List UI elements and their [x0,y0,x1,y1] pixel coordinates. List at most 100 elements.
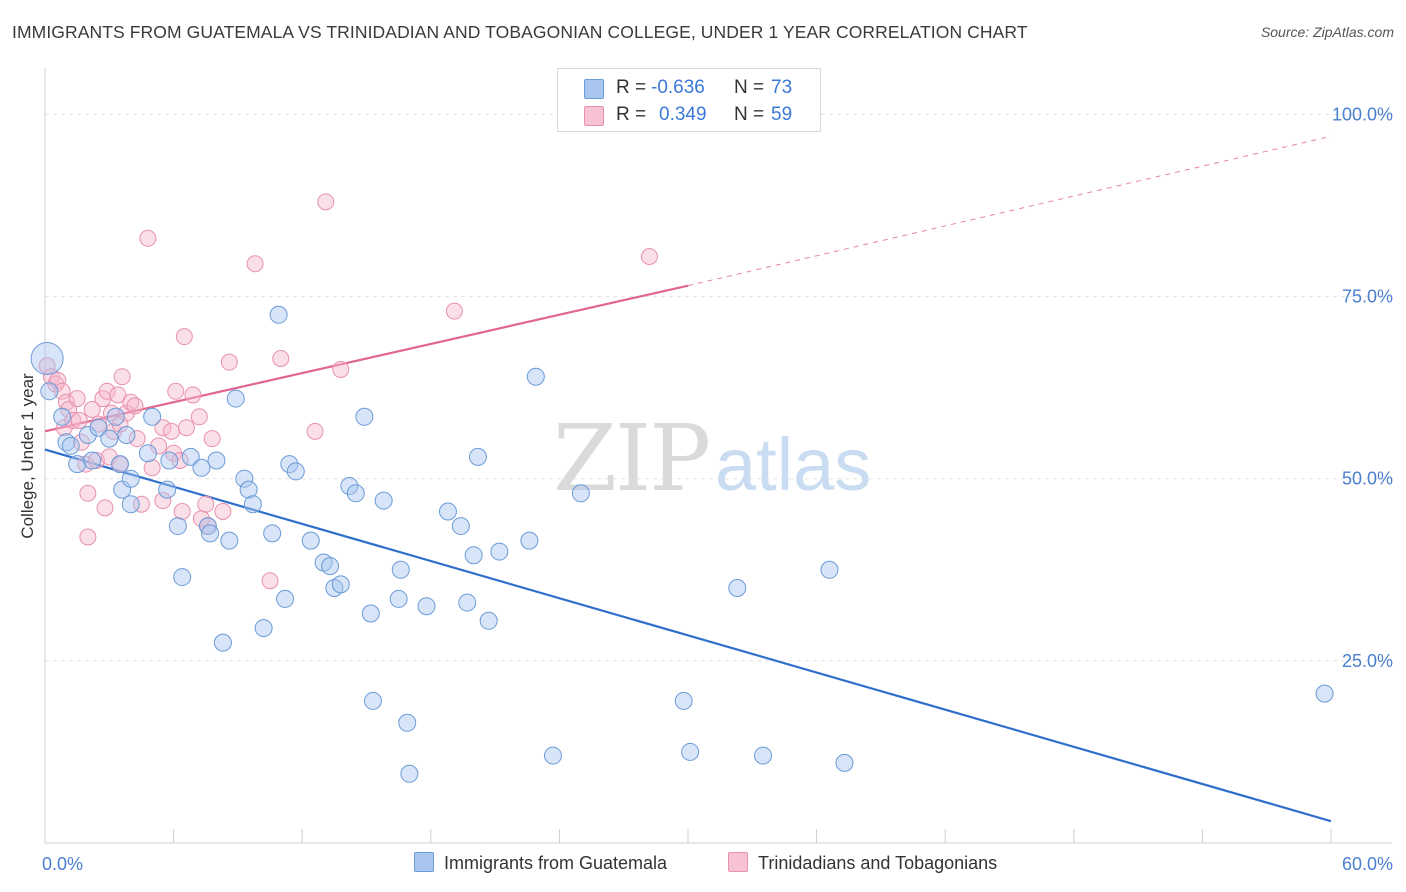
guatemala-point-47 [361,604,380,623]
trinidadians-point-24 [109,386,127,404]
tick-labels: 25.0% 50.0% 75.0% 100.0% 0.0% 60.0% [42,104,1393,874]
x-tick-label-0: 0.0% [42,854,83,874]
guatemala-point-33 [254,619,273,638]
guatemala-point-66 [674,691,693,710]
guatemala-point-0 [30,342,64,375]
guatemala-point-51 [391,560,410,579]
trinidadians-point-43 [175,328,193,346]
guatemala-point-24 [198,517,217,536]
guatemala-point-60 [479,611,498,630]
bottom-legend-swatch-trinidadians [728,852,748,872]
guatemala-point-20 [168,517,187,536]
guatemala-point-22 [181,447,200,466]
legend-r-value-guatemala: -0.636 [651,77,705,98]
watermark-atlas: atlas [715,423,871,506]
legend-n-label: N = [734,77,765,98]
trinidadians-point-55 [272,350,290,367]
trinidadians-point-41 [171,452,189,469]
guatemala-point-29 [226,389,245,408]
trinidadians-point-37 [154,419,172,437]
guatemala-point-46 [355,407,374,426]
legend-n-value-trinidadians: 59 [771,104,793,125]
guatemala-point-49 [374,491,393,510]
trinidadians-point-33 [139,229,157,247]
trinidadians-point-30 [126,397,144,415]
trinidadians-point-51 [214,503,232,520]
source-credit: Source: ZipAtlas.com [1260,24,1394,40]
trinidadians-point-60 [640,248,658,265]
legend-row-guatemala: R = -0.636 N = 73 [558,75,820,101]
guatemala-point-61 [490,542,509,561]
trinidadians-trend-line [44,284,689,433]
guatemala-point-57 [458,593,477,612]
guatemala-point-11 [111,455,130,474]
trinidadians-point-35 [150,437,168,455]
guatemala-point-30 [235,469,254,488]
trinidadians-point-52 [220,353,238,371]
legend-r-label: R = [616,77,647,98]
guatemala-point-34 [263,524,282,543]
guatemala-point-18 [158,480,177,499]
guatemala-point-68 [728,579,747,597]
trinidadians-point-0 [38,357,56,375]
guatemala-point-59 [468,447,487,466]
bottom-legend-swatch-guatemala [414,852,434,872]
guatemala-point-28 [220,531,239,550]
guatemala-point-36 [276,589,295,608]
series-guatemala-points [30,305,1334,783]
bottom-legend-label-guatemala: Immigrants from Guatemala [444,853,668,873]
guatemala-point-14 [121,469,140,488]
guatemala-point-72 [1315,684,1334,703]
guatemala-point-27 [213,633,232,652]
guatemala-point-21 [173,568,192,587]
y-tick-label-2: 75.0% [1342,287,1393,307]
trinidadians-point-59 [445,302,463,320]
legend-row-trinidadians: R = 0.349 N = 59 [558,102,820,128]
trinidadians-point-16 [87,452,105,469]
trinidadians-point-50 [203,430,221,448]
guatemala-point-25 [201,524,220,543]
guatemala-point-2 [53,407,72,426]
guatemala-point-19 [160,451,179,470]
x-tick-label-1: 60.0% [1342,854,1393,874]
guatemala-point-69 [754,746,773,765]
trinidadians-point-31 [128,430,146,448]
trinidadians-point-46 [190,408,208,426]
trinidadians-trend-extension [687,135,1332,287]
legend-n-value-guatemala: 73 [771,77,793,98]
guatemala-point-8 [89,418,108,437]
guatemala-point-7 [83,451,102,470]
guatemala-point-5 [68,455,87,474]
guatemala-point-16 [138,444,157,463]
guatemala-point-37 [280,455,299,474]
trinidadians-point-4 [53,382,71,400]
legend-n-label: N = [734,104,765,125]
guatemala-point-65 [571,484,590,503]
trinidadians-point-9 [68,390,86,408]
y-tick-label-0: 25.0% [1342,651,1393,671]
trinidadians-point-19 [96,499,114,517]
guatemala-point-56 [451,517,470,536]
guatemala-point-10 [106,407,125,426]
legend-r-label: R = [616,104,647,125]
axes [44,68,1392,844]
trinidadians-point-36 [154,492,172,510]
bottom-legend-trinidadians: Trinidadians and Tobagonians [728,852,997,874]
guatemala-point-39 [301,531,320,550]
guatemala-point-23 [192,458,211,477]
guatemala-point-9 [100,429,119,448]
guatemala-point-63 [526,367,545,386]
legend-r-value-trinidadians: 0.349 [659,104,707,125]
trend-lines [44,135,1332,823]
guatemala-point-35 [269,305,288,324]
guatemala-point-41 [321,557,340,576]
trinidadians-point-34 [143,459,161,477]
guatemala-point-50 [389,589,408,608]
guatemala-point-54 [417,597,436,616]
guatemala-point-17 [143,407,162,426]
y-axis-label: College, Under 1 year [18,373,37,539]
y-tick-label-1: 50.0% [1342,469,1393,489]
trinidadians-point-58 [332,360,350,378]
guatemala-point-26 [207,451,226,470]
